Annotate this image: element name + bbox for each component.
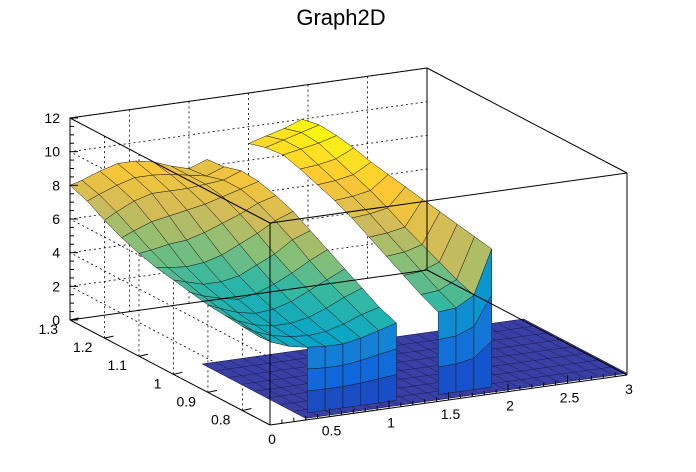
y-tick-mark [173,371,183,375]
y-tick-label: 1 [154,375,162,391]
frame-edge [69,117,271,224]
y-tick-mark [242,408,252,412]
x-tick-label: 1 [387,414,395,430]
z-tick-label: 0 [52,312,60,328]
y-tick-label: 0.9 [176,393,196,409]
surface-wall [360,378,379,406]
chart-title: Graph2D [296,5,385,30]
y-tick-mark [138,353,149,357]
surface-wall [307,346,326,370]
surface-wall [455,357,475,393]
x-tick-label: 0.5 [322,423,342,439]
frame-edge [69,319,271,426]
x-tick-label: 2.5 [560,389,580,405]
surface-wall [342,382,362,409]
floor-mesh-line [305,373,628,419]
z-tick-label: 6 [52,211,60,227]
surface-wall [378,374,397,404]
surface-wall [437,363,457,395]
surface-wall [342,360,362,387]
surface-layer [69,118,628,419]
surface-wall [307,367,326,392]
x-tick-label: 1.5 [441,406,461,422]
x-tick-label: 3 [625,381,633,397]
frame-edge [69,269,428,321]
z-tick-label: 4 [52,245,60,261]
x-tick-label: 0 [268,431,276,447]
surface-wall [324,365,344,390]
frame-edge [269,172,628,224]
surface-wall [437,307,457,340]
z-tick-label: 2 [52,278,60,294]
frame-edge [69,67,428,119]
z-tick-label: 8 [52,177,60,193]
surface-wall [473,340,492,390]
y-tick-mark [104,335,114,339]
y-tick-label: 1.2 [73,339,93,355]
surface-wall [437,335,457,368]
surface-wall [307,388,326,414]
y-tick-label: 1.1 [107,357,127,373]
frame-edge [426,67,628,174]
frame-edge [426,269,628,376]
y-tick-mark [207,389,218,393]
surface-wall [324,386,344,411]
surface-wall [324,343,344,369]
y-tick-label: 1.3 [39,321,59,337]
z-tick-label: 10 [44,144,60,160]
x-tick-label: 2 [506,398,514,414]
y-tick-label: 0.8 [211,412,231,428]
floor-mesh-line [241,339,563,385]
z-tick-label: 12 [44,110,60,126]
